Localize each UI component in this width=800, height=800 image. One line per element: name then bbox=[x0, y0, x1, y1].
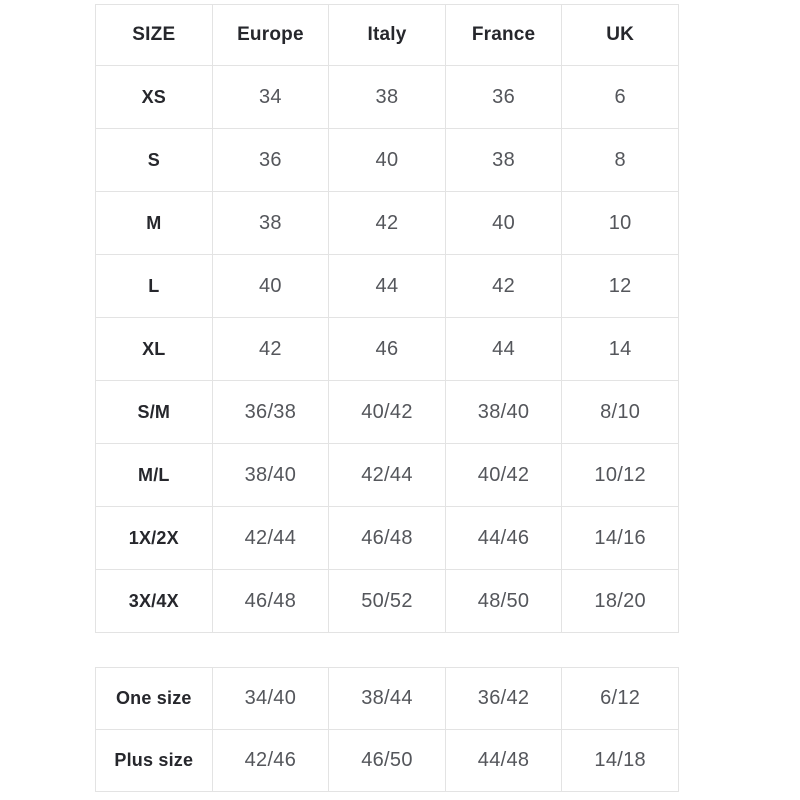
size-value-cell: 38/40 bbox=[444, 380, 563, 444]
size-value-cell: 12 bbox=[561, 254, 679, 318]
column-header-italy: Italy bbox=[328, 4, 446, 66]
size-value-cell: 36 bbox=[211, 128, 330, 192]
size-value-cell: 42/44 bbox=[328, 443, 446, 507]
main-size-table-body: XS 34 38 36 6 S 36 40 38 8 M 38 42 40 10 L 40 44 42 12 XL 42 4… bbox=[95, 65, 679, 633]
main-size-table-header: SIZE Europe Italy France UK bbox=[95, 4, 679, 66]
special-size-table: One size 34/40 38/44 36/42 6/12 Plus size 42/4… bbox=[95, 667, 679, 792]
table-row: M 38 42 40 10 bbox=[95, 191, 679, 255]
table-row: XL 42 46 44 14 bbox=[95, 317, 679, 381]
size-value-cell: 36/38 bbox=[211, 380, 330, 444]
size-value-cell: 14/16 bbox=[561, 506, 679, 570]
size-value-cell: 44 bbox=[444, 317, 563, 381]
size-value-cell: 46 bbox=[328, 317, 446, 381]
size-value-cell: 36 bbox=[444, 65, 563, 129]
size-value-cell: 38/40 bbox=[211, 443, 330, 507]
special-size-table-body: One size 34/40 38/44 36/42 6/12 Plus size 42/4… bbox=[95, 667, 679, 792]
size-label-cell: XS bbox=[95, 65, 213, 129]
size-value-cell: 6 bbox=[561, 65, 679, 129]
size-value-cell: 42 bbox=[328, 191, 446, 255]
size-value-cell: 42/46 bbox=[211, 729, 330, 792]
size-label-cell: S/M bbox=[95, 380, 213, 444]
main-size-table: SIZE Europe Italy France UK XS 34 38 36 6 S 36… bbox=[95, 4, 679, 633]
table-row: 3X/4X 46/48 50/52 48/50 18/20 bbox=[95, 569, 679, 633]
table-row: S 36 40 38 8 bbox=[95, 128, 679, 192]
size-value-cell: 42 bbox=[444, 254, 563, 318]
size-value-cell: 34/40 bbox=[211, 667, 330, 730]
size-value-cell: 40 bbox=[328, 128, 446, 192]
size-value-cell: 46/48 bbox=[211, 569, 330, 633]
size-value-cell: 8 bbox=[561, 128, 679, 192]
column-header-france: France bbox=[444, 4, 563, 66]
size-value-cell: 14 bbox=[561, 317, 679, 381]
size-value-cell: 46/48 bbox=[328, 506, 446, 570]
size-label-cell: Plus size bbox=[95, 729, 213, 792]
size-value-cell: 42 bbox=[211, 317, 330, 381]
size-value-cell: 18/20 bbox=[561, 569, 679, 633]
size-value-cell: 42/44 bbox=[211, 506, 330, 570]
column-header-europe: Europe bbox=[211, 4, 330, 66]
size-value-cell: 48/50 bbox=[444, 569, 563, 633]
size-label-cell: XL bbox=[95, 317, 213, 381]
size-label-cell: 3X/4X bbox=[95, 569, 213, 633]
size-value-cell: 40/42 bbox=[444, 443, 563, 507]
size-value-cell: 10/12 bbox=[561, 443, 679, 507]
table-row: 1X/2X 42/44 46/48 44/46 14/16 bbox=[95, 506, 679, 570]
table-row: Plus size 42/46 46/50 44/48 14/18 bbox=[95, 729, 679, 792]
size-value-cell: 10 bbox=[561, 191, 679, 255]
size-value-cell: 38 bbox=[444, 128, 563, 192]
size-value-cell: 34 bbox=[211, 65, 330, 129]
size-value-cell: 38/44 bbox=[328, 667, 446, 730]
column-header-uk: UK bbox=[561, 4, 679, 66]
size-label-cell: L bbox=[95, 254, 213, 318]
header-row: SIZE Europe Italy France UK bbox=[95, 4, 679, 66]
size-value-cell: 8/10 bbox=[561, 380, 679, 444]
table-row: One size 34/40 38/44 36/42 6/12 bbox=[95, 667, 679, 730]
size-value-cell: 40/42 bbox=[328, 380, 446, 444]
table-row: XS 34 38 36 6 bbox=[95, 65, 679, 129]
size-label-cell: S bbox=[95, 128, 213, 192]
size-value-cell: 6/12 bbox=[561, 667, 679, 730]
column-header-size: SIZE bbox=[95, 4, 213, 66]
size-value-cell: 38 bbox=[328, 65, 446, 129]
size-value-cell: 38 bbox=[211, 191, 330, 255]
size-value-cell: 14/18 bbox=[561, 729, 679, 792]
table-row: M/L 38/40 42/44 40/42 10/12 bbox=[95, 443, 679, 507]
size-label-cell: M bbox=[95, 191, 213, 255]
size-label-cell: M/L bbox=[95, 443, 213, 507]
table-row: S/M 36/38 40/42 38/40 8/10 bbox=[95, 380, 679, 444]
size-label-cell: 1X/2X bbox=[95, 506, 213, 570]
size-label-cell: One size bbox=[95, 667, 213, 730]
size-value-cell: 46/50 bbox=[328, 729, 446, 792]
size-value-cell: 44 bbox=[328, 254, 446, 318]
size-value-cell: 40 bbox=[444, 191, 563, 255]
size-value-cell: 40 bbox=[211, 254, 330, 318]
size-value-cell: 36/42 bbox=[444, 667, 563, 730]
table-row: L 40 44 42 12 bbox=[95, 254, 679, 318]
size-value-cell: 50/52 bbox=[328, 569, 446, 633]
size-value-cell: 44/48 bbox=[444, 729, 563, 792]
size-value-cell: 44/46 bbox=[444, 506, 563, 570]
